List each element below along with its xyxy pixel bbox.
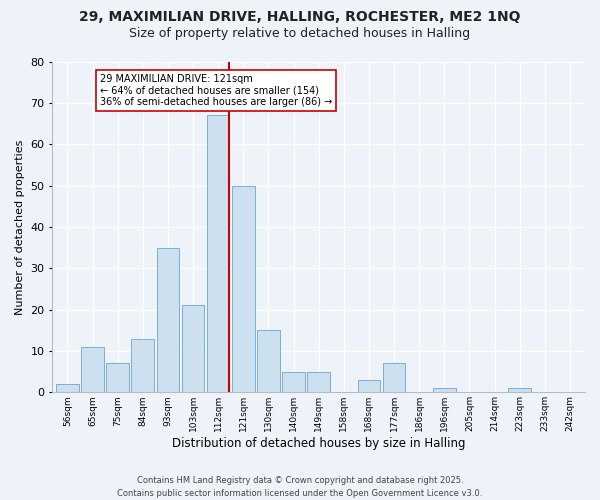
Text: 29, MAXIMILIAN DRIVE, HALLING, ROCHESTER, ME2 1NQ: 29, MAXIMILIAN DRIVE, HALLING, ROCHESTER… [79, 10, 521, 24]
X-axis label: Distribution of detached houses by size in Halling: Distribution of detached houses by size … [172, 437, 466, 450]
Bar [56, 384, 79, 392]
Bar [358, 380, 380, 392]
Y-axis label: Number of detached properties: Number of detached properties [15, 139, 25, 314]
Bar [207, 116, 229, 392]
Bar [106, 364, 129, 392]
Bar [282, 372, 305, 392]
Text: Contains HM Land Registry data © Crown copyright and database right 2025.
Contai: Contains HM Land Registry data © Crown c… [118, 476, 482, 498]
Text: 29 MAXIMILIAN DRIVE: 121sqm
← 64% of detached houses are smaller (154)
36% of se: 29 MAXIMILIAN DRIVE: 121sqm ← 64% of det… [100, 74, 332, 107]
Bar [232, 186, 254, 392]
Bar [182, 306, 205, 392]
Bar [307, 372, 330, 392]
Bar [131, 338, 154, 392]
Bar [508, 388, 531, 392]
Bar [383, 364, 406, 392]
Text: Size of property relative to detached houses in Halling: Size of property relative to detached ho… [130, 28, 470, 40]
Bar [433, 388, 455, 392]
Bar [81, 347, 104, 393]
Bar [157, 248, 179, 392]
Bar [257, 330, 280, 392]
